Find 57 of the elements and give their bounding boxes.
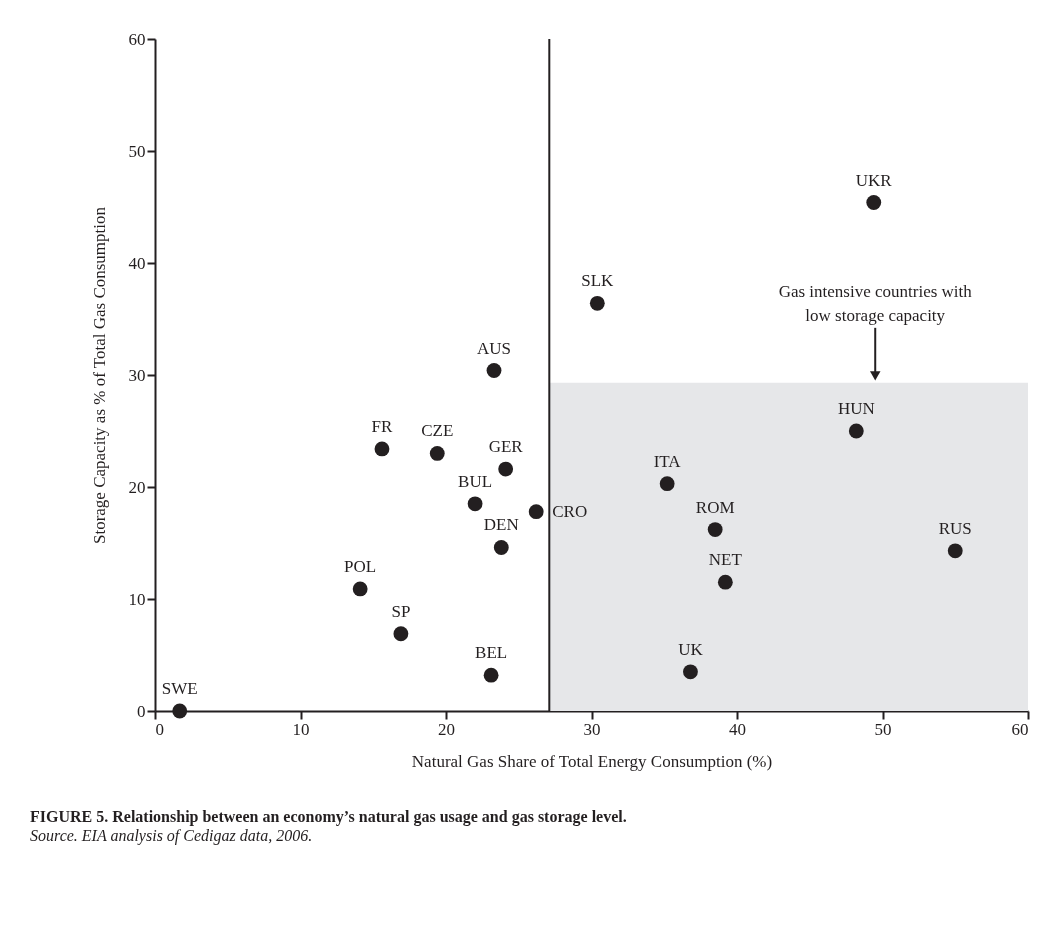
point xyxy=(352,581,368,597)
point xyxy=(486,363,502,378)
y-tick-label: 50 xyxy=(128,141,146,161)
point xyxy=(528,504,544,520)
x-tick-label: 60 xyxy=(1011,719,1029,739)
annotation: GER xyxy=(488,437,524,457)
annotation: CRO xyxy=(552,501,588,521)
point xyxy=(467,496,483,512)
point xyxy=(483,667,499,683)
annotation: BUL xyxy=(458,471,493,491)
point xyxy=(848,423,864,439)
annotation: POL xyxy=(344,556,377,576)
annotation: CZE xyxy=(421,421,454,441)
point xyxy=(429,446,445,461)
annotation: SLK xyxy=(581,271,615,291)
point xyxy=(866,195,882,210)
text: FIGURE 5. Relationship between an economy’s natural gas usage and gas storage level. xyxy=(30,808,627,826)
annotation: UKR xyxy=(855,170,893,190)
annotation: FR xyxy=(371,416,394,436)
point xyxy=(589,295,605,311)
annotation: DEN xyxy=(483,515,519,535)
y-tick-label: 0 xyxy=(137,701,146,721)
point xyxy=(717,574,733,590)
x-tick-label: 20 xyxy=(438,719,455,739)
annotation: AUS xyxy=(477,338,512,358)
point xyxy=(659,476,675,492)
point xyxy=(374,441,390,457)
y-tick-label: 60 xyxy=(128,29,146,49)
y-tick-label: 10 xyxy=(128,589,146,609)
annotation: SWE xyxy=(161,679,198,698)
y-axis-title: Storage Capacity as % of Total Gas Consumption xyxy=(89,206,109,545)
point xyxy=(393,626,409,642)
annotation: HUN xyxy=(837,399,875,418)
source-note: Source. EIA analysis of Cedigaz data, 2006. xyxy=(30,827,313,845)
y-tick-label: 20 xyxy=(128,477,146,497)
point xyxy=(493,540,509,555)
x-tick-label: 50 xyxy=(874,719,892,739)
x-tick-label: 30 xyxy=(583,719,601,739)
y-tick-label: 40 xyxy=(128,253,146,273)
x-axis-title: Natural Gas Share of Total Energy Consumption (%) xyxy=(411,751,773,771)
point xyxy=(683,664,698,680)
annotation: NET xyxy=(708,550,743,570)
annotation: BEL xyxy=(475,643,508,663)
point xyxy=(707,522,723,537)
annotation: UK xyxy=(678,639,704,659)
annotation: Gas intensive countries with low storage capacity xyxy=(778,281,973,325)
point xyxy=(947,543,963,559)
x-tick-label: 0 xyxy=(155,719,164,739)
y-tick-label: 30 xyxy=(128,365,146,385)
x-tick-label: 10 xyxy=(292,719,310,739)
x-tick-label: 40 xyxy=(729,719,746,739)
annotation: SP xyxy=(391,601,411,621)
annotation: ROM xyxy=(695,497,735,517)
annotation: RUS xyxy=(938,518,972,538)
point xyxy=(172,703,188,719)
point xyxy=(498,461,514,477)
annotation: ITA xyxy=(653,451,682,471)
